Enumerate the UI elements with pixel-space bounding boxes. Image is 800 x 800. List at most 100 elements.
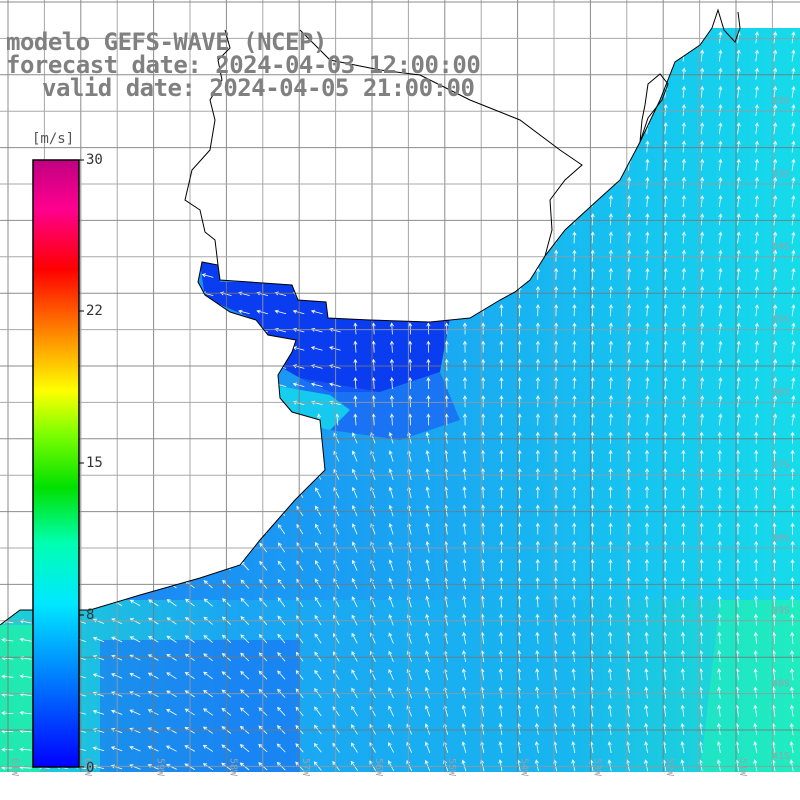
wind-arrow (554, 358, 559, 371)
wind-arrow (626, 558, 631, 572)
wind-arrow (388, 504, 394, 517)
wind-arrow (717, 686, 722, 699)
lagoon-outline (639, 73, 669, 143)
wind-arrow (718, 67, 723, 80)
wind-arrow (572, 558, 577, 572)
wind-arrow (663, 449, 668, 462)
wind-arrow (480, 467, 485, 481)
wind-arrow (791, 267, 796, 280)
wind-arrow (462, 613, 467, 626)
wind-arrow (663, 504, 668, 517)
wind-arrow (425, 504, 430, 517)
wind-arrow (681, 595, 686, 608)
wind-arrow (644, 540, 650, 553)
wind-arrow (626, 504, 631, 517)
wind-arrow (772, 522, 777, 535)
wind-arrow (754, 322, 759, 335)
wind-arrow (663, 540, 668, 553)
wind-arrow (772, 467, 777, 480)
wind-arrow (645, 285, 650, 299)
wind-arrow (572, 376, 577, 390)
wind-arrow (571, 722, 576, 735)
wind-arrow (717, 704, 722, 717)
wind-arrow (754, 304, 759, 317)
wind-arrow (517, 304, 522, 317)
wind-arrow (389, 376, 394, 390)
title-model: modelo GEFS-WAVE (NCEP) (6, 28, 327, 56)
wind-arrow (736, 413, 741, 426)
wind-arrow (754, 49, 759, 62)
wind-arrow (789, 741, 794, 754)
wind-arrow (789, 704, 794, 717)
wind-arrow (590, 540, 595, 553)
wind-arrow (608, 213, 613, 226)
wind-arrow (461, 741, 467, 754)
wind-arrow (590, 285, 595, 299)
wind-arrow (644, 577, 649, 590)
lon-label: 59W (155, 758, 166, 777)
wind-arrow (590, 467, 595, 480)
wind-arrow (517, 322, 522, 335)
wind-arrow (462, 322, 467, 335)
wind-arrow (408, 340, 413, 353)
wind-arrow (644, 595, 649, 608)
wind-arrow (681, 449, 686, 462)
wind-arrow (700, 140, 705, 153)
wind-arrow (718, 358, 723, 371)
wind-arrow (754, 67, 759, 80)
wind-arrow (753, 613, 758, 626)
wind-arrow (754, 104, 759, 117)
wind-arrow (663, 340, 668, 353)
wind-arrow (425, 449, 430, 462)
wind-arrow (644, 631, 649, 644)
wind-arrow (718, 140, 723, 153)
wind-arrow (681, 231, 686, 244)
wind-arrow (663, 285, 668, 299)
wind-arrow (425, 632, 430, 644)
wind-arrow (791, 31, 796, 44)
wind-arrow (351, 632, 358, 644)
wind-arrow (92, 673, 105, 679)
wind-arrow (681, 194, 686, 208)
wind-arrow (499, 358, 504, 371)
lat-label: 41S (772, 751, 790, 762)
wind-arrow (700, 103, 705, 117)
wind-arrow (608, 340, 613, 353)
wind-arrow (735, 558, 740, 572)
wind-arrow (388, 468, 394, 481)
wind-arrow (663, 431, 668, 444)
wind-arrow (644, 722, 649, 735)
wind-arrow (572, 449, 577, 462)
wind-arrow (424, 741, 431, 753)
wind-arrow (681, 467, 686, 480)
wind-arrow (791, 304, 796, 317)
wind-arrow (627, 194, 632, 208)
wind-arrow (773, 158, 778, 171)
wind-arrow (608, 322, 613, 335)
wind-arrow (590, 213, 595, 226)
wind-arrow (717, 613, 722, 626)
wind-arrow (239, 744, 250, 753)
wind-arrow (388, 705, 394, 717)
wind-arrow (681, 213, 686, 226)
wind-arrow (663, 176, 668, 189)
wind-arrow (700, 194, 705, 208)
title-valid-date: valid date: 2024-04-05 21:00:00 (42, 74, 475, 102)
wind-arrow (736, 267, 741, 280)
wind-arrow (789, 722, 794, 735)
wind-arrow (717, 540, 722, 553)
wind-arrow (791, 85, 796, 98)
wind-arrow (717, 504, 722, 517)
wind-arrow (535, 704, 540, 717)
wind-arrow (645, 158, 650, 171)
wind-arrow (700, 285, 705, 299)
wind-arrow (590, 413, 595, 426)
wind-arrow (461, 759, 467, 772)
wind-arrow (388, 486, 394, 499)
lat-label: 40S (772, 678, 790, 689)
lon-label: 52W (664, 758, 675, 777)
wind-arrow (753, 759, 758, 772)
wind-arrow (789, 759, 794, 772)
wind-arrow (754, 249, 759, 262)
